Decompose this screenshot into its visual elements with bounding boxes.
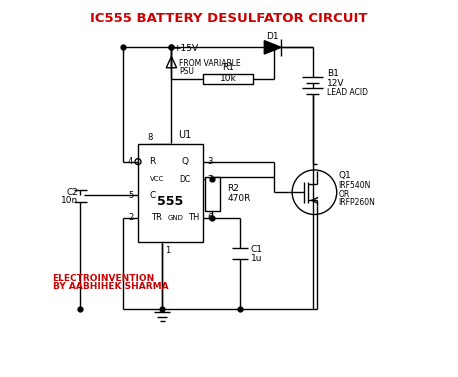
- Text: DC: DC: [179, 175, 191, 184]
- Text: C2: C2: [67, 188, 79, 197]
- Text: 5: 5: [128, 191, 133, 199]
- Text: TH: TH: [188, 213, 199, 222]
- Text: B1: B1: [327, 69, 338, 78]
- Text: 1: 1: [164, 246, 170, 255]
- Bar: [205, 177, 220, 211]
- Text: LEAD ACID: LEAD ACID: [327, 88, 368, 97]
- Text: 4: 4: [128, 157, 133, 166]
- Text: IRF540N: IRF540N: [338, 181, 371, 190]
- Text: 1u: 1u: [251, 254, 262, 263]
- Text: C1: C1: [251, 245, 262, 254]
- Text: 6: 6: [208, 213, 213, 222]
- Text: C: C: [149, 191, 155, 199]
- Text: TR: TR: [151, 213, 162, 222]
- Text: 470R: 470R: [227, 194, 251, 203]
- Text: D1: D1: [267, 32, 279, 41]
- Text: 12V: 12V: [327, 79, 344, 88]
- Text: Q: Q: [181, 157, 188, 166]
- Text: IC555 BATTERY DESULFATOR CIRCUIT: IC555 BATTERY DESULFATOR CIRCUIT: [90, 12, 368, 25]
- Text: 3: 3: [208, 157, 213, 166]
- Text: R2: R2: [227, 184, 239, 193]
- Text: FROM VARIABLE: FROM VARIABLE: [179, 59, 240, 68]
- Text: 555: 555: [158, 195, 184, 207]
- Text: OR: OR: [338, 190, 350, 199]
- Text: 7: 7: [208, 175, 213, 184]
- Text: R1: R1: [222, 63, 234, 72]
- Text: IRFP260N: IRFP260N: [338, 198, 376, 207]
- Text: PSU: PSU: [179, 67, 194, 76]
- Text: +15V: +15V: [173, 44, 198, 53]
- Text: VCC: VCC: [150, 176, 164, 182]
- Text: 10k: 10k: [220, 74, 236, 83]
- Text: Q1: Q1: [338, 171, 351, 180]
- Text: BY AABHIHEK SHARMA: BY AABHIHEK SHARMA: [53, 282, 168, 291]
- Text: U1: U1: [178, 130, 191, 139]
- Text: R: R: [149, 157, 155, 166]
- Text: GND: GND: [168, 215, 184, 221]
- Bar: [138, 144, 203, 242]
- Text: 10n: 10n: [61, 196, 79, 205]
- Text: 8: 8: [147, 133, 153, 143]
- Bar: [203, 74, 253, 84]
- Text: 2: 2: [128, 213, 133, 222]
- Polygon shape: [264, 41, 281, 54]
- Text: ELECTROINVENTION: ELECTROINVENTION: [53, 274, 155, 283]
